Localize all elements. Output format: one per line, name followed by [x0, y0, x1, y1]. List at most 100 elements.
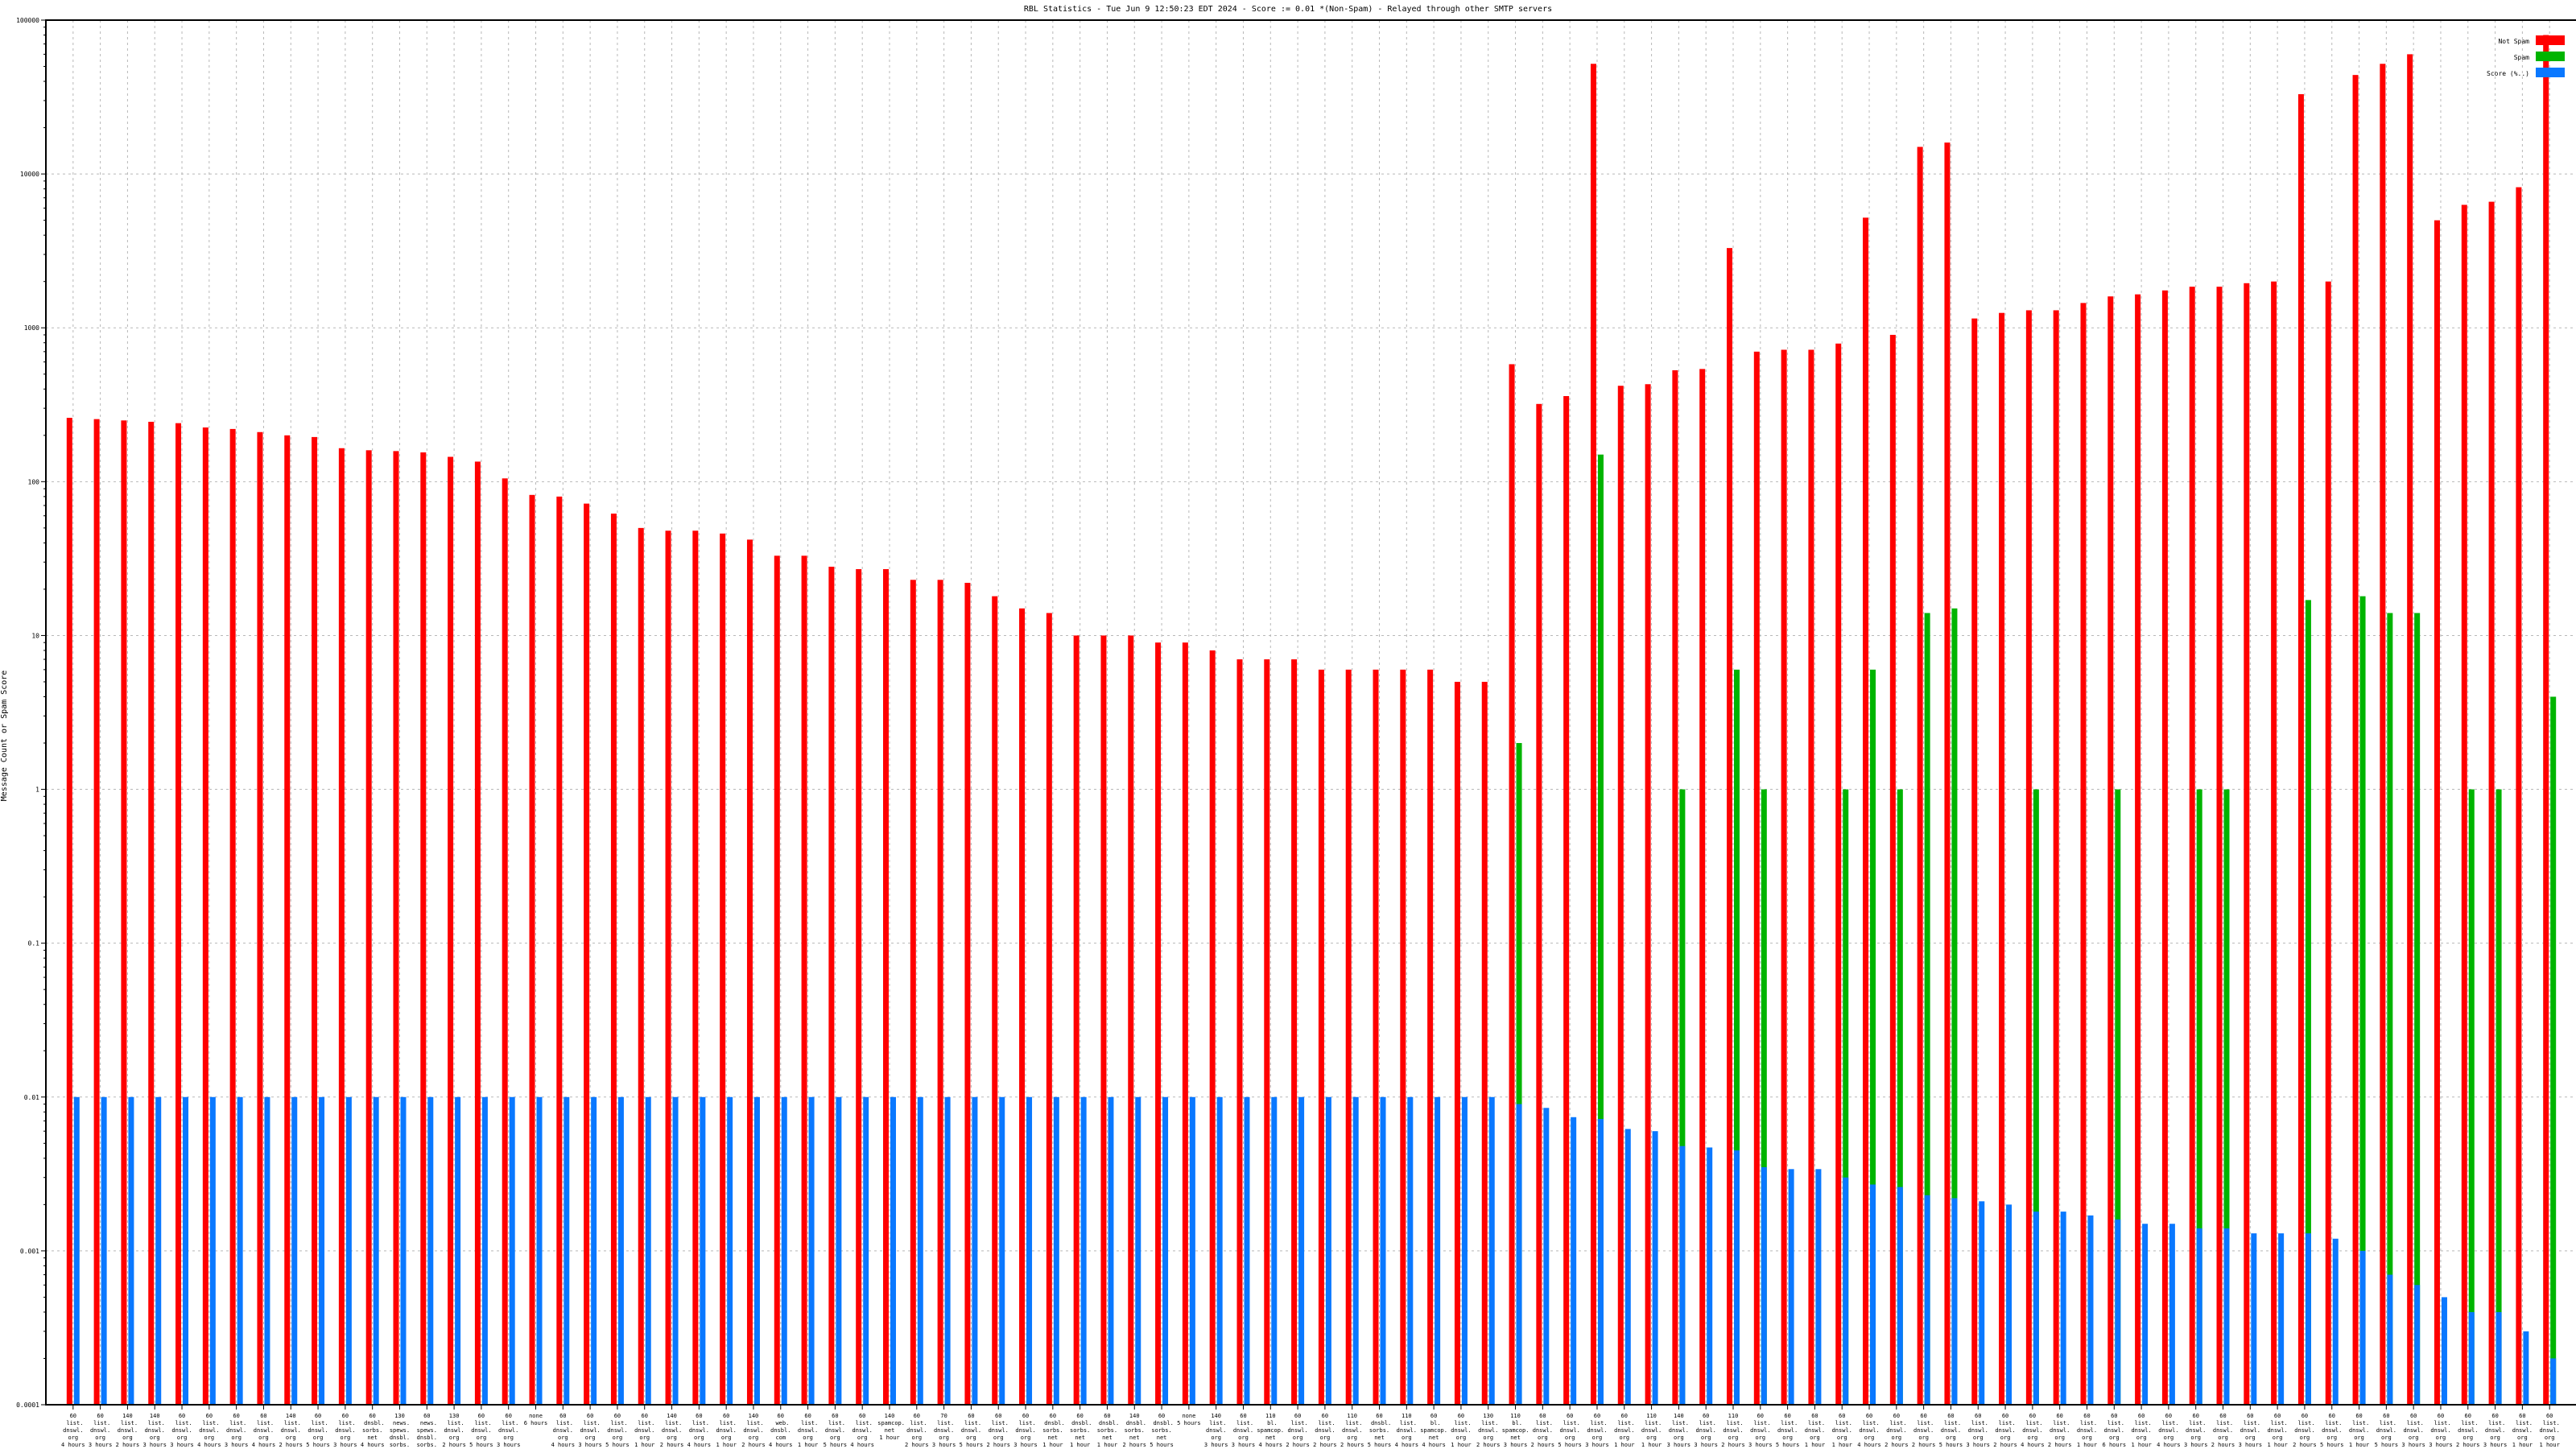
- x-tick-label: 60 list. dnswl. org 3 hours: [2429, 1413, 2453, 1448]
- bar-spam: [2468, 789, 2475, 1405]
- bar-spam: [2115, 789, 2121, 1405]
- x-tick-label: 60 list. dnswl. org 5 hours: [469, 1413, 493, 1448]
- x-tick-label: 60 list. dnswl. org 3 hours: [1013, 1413, 1038, 1448]
- bar-not-spam: [556, 496, 563, 1405]
- bar-not-spam: [284, 435, 291, 1405]
- bar-not-spam: [964, 583, 971, 1405]
- bar-not-spam: [1182, 642, 1188, 1405]
- x-tick-label: 60 list. dnswl. org 1 hour: [2349, 1413, 2369, 1448]
- bar-score: [1679, 1146, 1686, 1405]
- bar-score: [291, 1096, 298, 1405]
- x-tick-label: 140 list. dnswl. org 2 hours: [279, 1413, 303, 1448]
- x-tick-label: 140 list. dnswl. org 3 hours: [142, 1413, 167, 1448]
- x-tick-label: 60 list. dnswl. org 1 hour: [1614, 1413, 1634, 1448]
- bar-not-spam: [2135, 294, 2141, 1405]
- bar-score: [2251, 1233, 2257, 1405]
- x-tick-label: 60 list. dnswl. org 5 hours: [824, 1413, 848, 1448]
- x-tick-label: 60 dnsbl. sorbs. net 5 hours: [1368, 1413, 1392, 1448]
- x-tick-label: none 5 hours: [1177, 1413, 1201, 1426]
- x-tick-label: 140 list. dnswl. org 2 hours: [116, 1413, 140, 1448]
- x-tick-label: 60 list. dnswl. org 1 hour: [1805, 1413, 1825, 1448]
- x-tick-label: 60 list. dnswl. org 6 hours: [2103, 1413, 2127, 1448]
- bar-score: [1571, 1117, 1577, 1405]
- bar-score: [944, 1096, 951, 1405]
- x-tick-label: 60 list. dnswl. org 3 hours: [2184, 1413, 2208, 1448]
- x-tick-label: 140 list. dnswl. org 2 hours: [741, 1413, 766, 1448]
- x-tick-label: 60 list. dnswl. org 3 hours: [170, 1413, 194, 1448]
- bar-not-spam: [1835, 343, 1842, 1405]
- x-tick-label: 60 list. dnswl. org 4 hours: [2021, 1413, 2045, 1448]
- x-tick-label: 60 list. dnswl. org 2 hours: [986, 1413, 1010, 1448]
- bar-score: [1870, 1184, 1876, 1405]
- y-tick-label: 0.001: [20, 1248, 39, 1255]
- x-tick-label: 70 list. dnswl. org 3 hours: [932, 1413, 956, 1448]
- bar-spam: [1734, 669, 1740, 1405]
- bar-not-spam: [1073, 635, 1080, 1405]
- x-tick-label: 60 list. dnswl. org 2 hours: [905, 1413, 929, 1448]
- bar-not-spam: [1373, 669, 1379, 1405]
- legend-swatch-not-spam: [2536, 35, 2565, 45]
- bar-not-spam: [1563, 396, 1570, 1406]
- bar-not-spam: [2461, 204, 2467, 1406]
- bar-score: [509, 1096, 515, 1405]
- bar-spam: [1897, 789, 1903, 1405]
- x-tick-label: 60 list. dnswl. org 3 hours: [1585, 1413, 1609, 1448]
- bar-spam: [1951, 608, 1958, 1405]
- bar-score: [1488, 1096, 1495, 1405]
- bar-score: [128, 1096, 134, 1405]
- x-tick-label: 140 list. dnswl. org 2 hours: [660, 1413, 684, 1448]
- bar-not-spam: [529, 494, 535, 1405]
- bar-not-spam: [692, 530, 699, 1405]
- bar-score: [2468, 1311, 2475, 1405]
- legend-label: Not Spam: [2498, 38, 2529, 45]
- bar-score: [2223, 1228, 2230, 1405]
- bar-not-spam: [1318, 669, 1324, 1405]
- x-tick-label: 60 list. dnswl. org 5 hours: [1776, 1413, 1800, 1448]
- bar-not-spam: [93, 419, 100, 1406]
- x-tick-label: 60 list. dnswl. org 4 hours: [197, 1413, 221, 1448]
- bar-not-spam: [856, 569, 862, 1405]
- bar-score: [917, 1096, 923, 1405]
- bar-not-spam: [2543, 35, 2549, 1405]
- bar-not-spam: [502, 478, 508, 1405]
- bar-score: [1108, 1096, 1114, 1405]
- bar-not-spam: [2325, 281, 2331, 1406]
- x-tick-label: 60 list. dnswl. org 1 hour: [2540, 1413, 2560, 1448]
- bar-not-spam: [2516, 187, 2522, 1405]
- bar-score: [672, 1096, 679, 1405]
- bar-score: [1734, 1150, 1740, 1405]
- x-tick-label: 60 list. dnswl. org 5 hours: [2320, 1413, 2344, 1448]
- bar-score: [2169, 1224, 2175, 1405]
- x-tick-label: 60 list. dnswl. org 3 hours: [1967, 1413, 1991, 1448]
- bar-not-spam: [992, 596, 998, 1405]
- bar-spam: [1761, 789, 1767, 1405]
- bar-not-spam: [2107, 296, 2114, 1405]
- bar-score: [1461, 1096, 1468, 1405]
- bar-score: [836, 1096, 842, 1405]
- bar-not-spam: [474, 461, 481, 1406]
- bar-not-spam: [2216, 287, 2223, 1406]
- bar-not-spam: [1291, 659, 1298, 1405]
- x-tick-label: 60 list. dnswl. org 3 hours: [2483, 1413, 2508, 1448]
- bar-score: [373, 1096, 379, 1405]
- bar-score: [183, 1096, 189, 1405]
- bar-score: [2060, 1212, 2066, 1405]
- bar-score: [2359, 1250, 2366, 1405]
- bar-score: [808, 1096, 815, 1405]
- x-tick-label: 60 list. dnswl. org 3 hours: [225, 1413, 249, 1448]
- legend-label: Score (%..): [2487, 70, 2529, 77]
- bar-score: [345, 1096, 352, 1405]
- x-tick-label: 110 list. dnswl. org 1 hour: [1641, 1413, 1662, 1448]
- legend-swatch-spam: [2536, 52, 2565, 61]
- bar-not-spam: [66, 418, 72, 1405]
- bar-spam: [2414, 613, 2421, 1405]
- x-tick-label: 110 list. dnswl. org 2 hours: [1340, 1413, 1364, 1448]
- bar-score: [2332, 1238, 2339, 1405]
- bar-score: [617, 1096, 624, 1405]
- x-tick-label: 60 list. dnswl. org 2 hours: [1912, 1413, 1936, 1448]
- x-tick-label: 60 list. dnswl. org 2 hours: [2211, 1413, 2235, 1448]
- bar-not-spam: [746, 539, 753, 1405]
- bar-score: [536, 1096, 543, 1405]
- bar-not-spam: [2161, 290, 2168, 1406]
- y-tick-label: 1: [35, 786, 39, 794]
